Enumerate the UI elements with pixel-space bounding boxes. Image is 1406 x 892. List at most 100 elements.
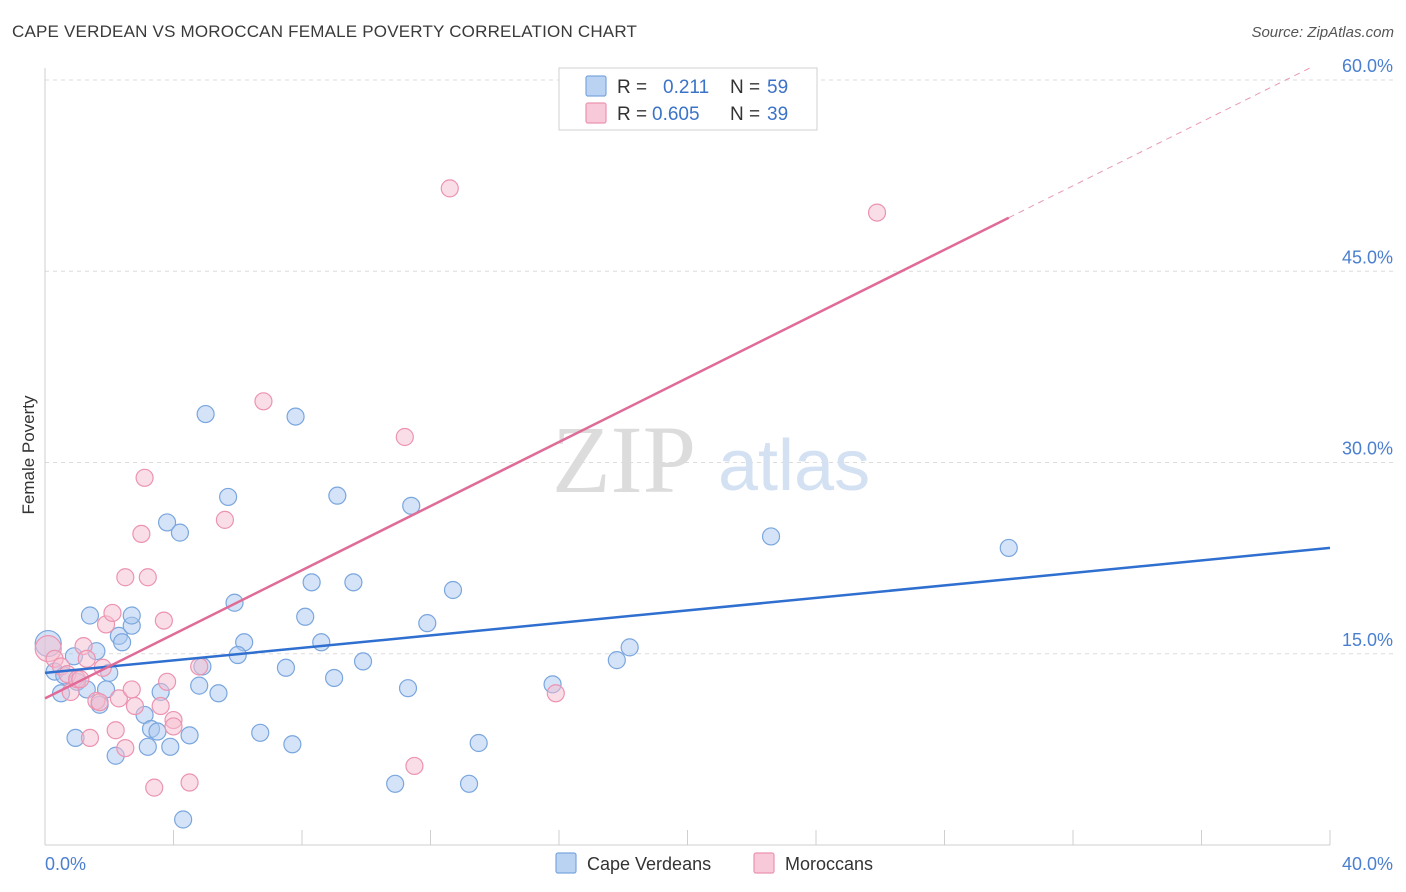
y-tick-label: 45.0% bbox=[1342, 247, 1393, 267]
y-tick-label: 60.0% bbox=[1342, 56, 1393, 76]
cape-verdean-point bbox=[999, 538, 1018, 558]
cape-verdean-point bbox=[607, 651, 626, 670]
moroccan-point bbox=[405, 756, 424, 776]
cape-verdean-point bbox=[219, 487, 238, 507]
gridlines bbox=[45, 79, 1395, 655]
watermark: ZIP atlas bbox=[552, 406, 870, 513]
cape-verdean-point bbox=[157, 513, 177, 532]
chart-title: CAPE VERDEAN VS MOROCCAN FEMALE POVERTY … bbox=[12, 22, 638, 41]
cape-verdean-point bbox=[148, 722, 167, 741]
moroccan-point bbox=[157, 672, 177, 691]
moroccan-point bbox=[122, 680, 141, 699]
legend-swatch-moroccans bbox=[585, 102, 607, 124]
x-tick-label: 40.0% bbox=[1342, 854, 1393, 874]
legend-n-value: 59 bbox=[767, 77, 788, 98]
cape-verdean-point bbox=[180, 726, 199, 745]
moroccan-point bbox=[440, 179, 459, 198]
legend-n-label: N = bbox=[730, 104, 760, 125]
cape-verdean-point bbox=[620, 638, 639, 657]
cape-verdean-point bbox=[251, 723, 270, 742]
cape-verdean-point bbox=[170, 523, 190, 542]
moroccan-point bbox=[546, 684, 565, 703]
legend-r-value: 0.605 bbox=[652, 104, 700, 125]
legend-bottom-label-moroccans: Moroccans bbox=[785, 854, 873, 874]
axes bbox=[44, 68, 1331, 846]
cape-verdean-point bbox=[443, 580, 463, 600]
legend-n-label: N = bbox=[730, 77, 760, 98]
x-tick-labels: 0.0% 40.0% bbox=[45, 854, 1393, 874]
moroccan-point bbox=[138, 568, 157, 587]
moroccan-point bbox=[116, 738, 135, 758]
moroccan-point bbox=[106, 721, 125, 740]
cape-verdean-point bbox=[122, 606, 141, 625]
cape-verdean-point bbox=[386, 774, 405, 793]
moroccan-point bbox=[132, 524, 151, 544]
legend-n-value: 39 bbox=[767, 104, 788, 125]
cape-verdean-point bbox=[296, 607, 315, 626]
moroccan-point bbox=[867, 203, 887, 222]
legend-bottom-swatch-cape-verdeans bbox=[555, 852, 577, 874]
legend-bottom-label-cape-verdeans: Cape Verdeans bbox=[587, 854, 711, 874]
watermark-atlas: atlas bbox=[718, 426, 870, 506]
cape-verdean-point bbox=[209, 684, 228, 703]
chart-source: Source: ZipAtlas.com bbox=[1251, 24, 1394, 41]
cape-verdean-point bbox=[174, 810, 193, 829]
legend-r-value: 0.211 bbox=[663, 77, 709, 98]
moroccan-point bbox=[180, 773, 199, 792]
moroccan-point bbox=[164, 717, 183, 736]
moroccan-point bbox=[190, 657, 209, 676]
cape-verdean-point bbox=[459, 774, 479, 793]
moroccan-point bbox=[215, 510, 234, 529]
cape-verdean-point bbox=[418, 614, 437, 633]
cape-verdean-point bbox=[138, 737, 157, 756]
legend-bottom-swatch-moroccans bbox=[753, 852, 775, 874]
trend-lines bbox=[44, 65, 1331, 700]
cape-verdean-point bbox=[469, 733, 488, 753]
cape-verdean-point bbox=[398, 679, 418, 698]
y-axis-label: Female Poverty bbox=[19, 395, 38, 515]
cape-verdean-point bbox=[112, 633, 132, 652]
moroccan-point bbox=[395, 427, 414, 447]
moroccan-point bbox=[135, 468, 154, 487]
cape-verdean-point bbox=[328, 486, 347, 505]
legend-series: Cape Verdeans Moroccans bbox=[555, 852, 873, 874]
trend-line-moroccans-extension bbox=[1008, 65, 1315, 219]
y-tick-label: 30.0% bbox=[1342, 439, 1393, 459]
moroccan-point bbox=[154, 611, 173, 630]
trend-line-cape-verdeans bbox=[44, 546, 1331, 675]
legend-swatch-cape-verdeans bbox=[585, 75, 607, 97]
moroccan-point bbox=[254, 392, 273, 411]
moroccan-point bbox=[151, 696, 170, 716]
x-tick-label: 0.0% bbox=[45, 854, 86, 874]
moroccan-point bbox=[71, 670, 90, 689]
cape-verdean-point bbox=[325, 668, 344, 688]
y-tick-labels: 15.0% 30.0% 45.0% 60.0% bbox=[1342, 56, 1393, 650]
cape-verdean-point bbox=[302, 573, 321, 592]
cape-verdean-point bbox=[312, 633, 331, 652]
moroccan-point bbox=[77, 649, 96, 668]
cape-verdean-point bbox=[344, 573, 363, 592]
legend-r-label: R = bbox=[617, 77, 647, 98]
watermark-zip: ZIP bbox=[552, 406, 696, 513]
cape-verdean-point bbox=[276, 658, 296, 677]
cape-verdean-point bbox=[286, 407, 305, 426]
moroccan-point bbox=[116, 568, 135, 587]
cape-verdean-point bbox=[80, 606, 100, 625]
cape-verdean-point bbox=[190, 676, 209, 695]
legend-stats: R = 0.211 N = 59 R = 0.605 N = 39 bbox=[558, 67, 818, 131]
cape-verdean-point bbox=[353, 652, 373, 671]
legend-r-label: R = bbox=[617, 104, 647, 125]
moroccan-point bbox=[125, 696, 145, 716]
moroccan-point bbox=[103, 603, 122, 623]
moroccan-point bbox=[80, 728, 100, 748]
cape-verdean-point bbox=[761, 527, 781, 546]
moroccan-point bbox=[90, 693, 109, 712]
trend-line-moroccans bbox=[44, 216, 1010, 700]
moroccan-point bbox=[145, 778, 164, 797]
cape-verdean-point bbox=[161, 737, 180, 756]
cape-verdean-point bbox=[196, 404, 215, 424]
cape-verdean-point bbox=[283, 735, 302, 754]
moroccan-point bbox=[109, 689, 128, 708]
y-tick-label: 15.0% bbox=[1342, 630, 1393, 650]
